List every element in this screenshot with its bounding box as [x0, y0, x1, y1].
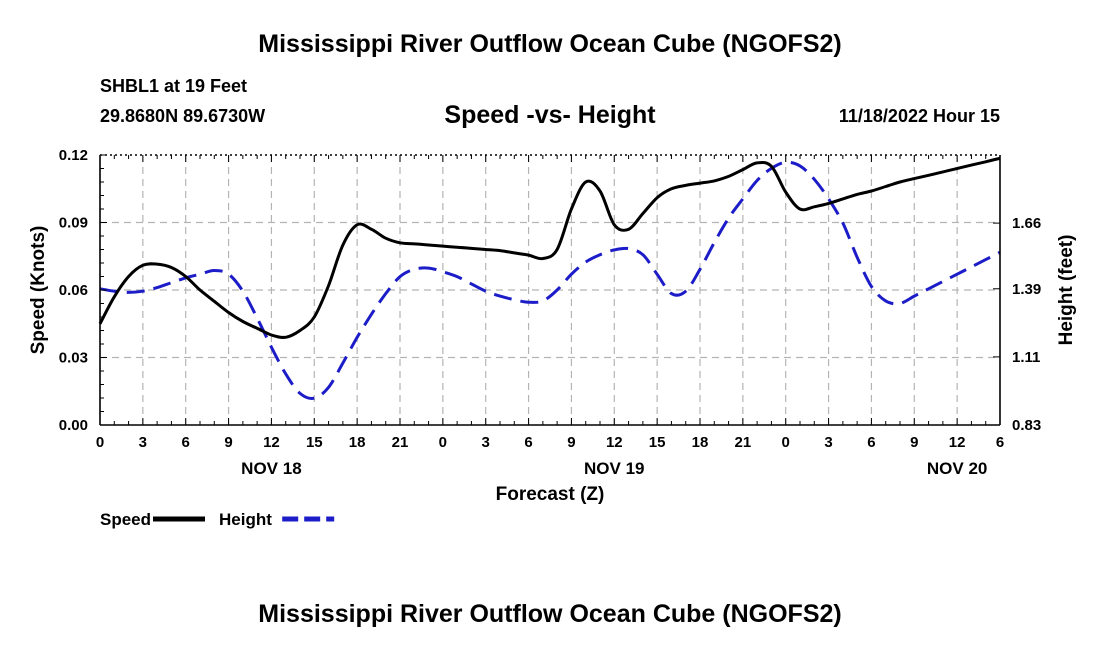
- x-tick-label: 9: [567, 434, 575, 451]
- x-tick-label: 0: [96, 434, 104, 451]
- x-tick-label: 6: [867, 434, 875, 451]
- x-tick-label: 18: [692, 434, 709, 451]
- legend: Speed Height: [100, 510, 335, 529]
- y-axis-label: Speed (Knots): [28, 226, 49, 355]
- y-tick-label: 0.03: [59, 350, 88, 367]
- x-tick-label: 6: [182, 434, 190, 451]
- y-tick-label: 0.06: [59, 282, 88, 299]
- speed-series-line: [98, 156, 1001, 339]
- x-tick-label: 21: [735, 434, 752, 451]
- x-tick-label: 3: [824, 434, 832, 451]
- x-tick-label: 9: [910, 434, 918, 451]
- x-tick-label: 12: [263, 434, 280, 451]
- x-tick-label: 3: [139, 434, 147, 451]
- x-tick-label: 12: [949, 434, 966, 451]
- day-label: NOV 19: [584, 459, 644, 478]
- x-tick-label: 15: [649, 434, 666, 451]
- x-tick-label: 6: [524, 434, 532, 451]
- y2-tick-label: 1.66: [1012, 215, 1041, 232]
- legend-label-height: Height: [219, 510, 272, 529]
- y2-axis-label: Height (feet): [1056, 235, 1077, 346]
- station-coordinates: 29.8680N 89.6730W: [100, 106, 266, 126]
- x-tick-label: 9: [224, 434, 232, 451]
- y-tick-label: 0.09: [59, 215, 88, 232]
- y-tick-label: 0.12: [59, 147, 88, 164]
- station-label: SHBL1 at 19 Feet: [100, 76, 248, 96]
- y-tick-label: 0.00: [59, 417, 88, 434]
- series: [98, 156, 1001, 400]
- x-tick-label: 3: [482, 434, 490, 451]
- grid: [100, 154, 1000, 425]
- day-label: NOV 20: [927, 459, 987, 478]
- x-tick-label: 21: [392, 434, 409, 451]
- forecast-datestamp: 11/18/2022 Hour 15: [838, 106, 1000, 126]
- height-series-line: [99, 160, 1001, 400]
- x-tick-label: 0: [439, 434, 447, 451]
- x-tick-label: 12: [606, 434, 623, 451]
- ticks: 0 3 6 9 12 15 18 21 0 3 6 9 12 15 18 21 0 3 6 9 12 6 NOV 18 NOV…: [59, 147, 1041, 478]
- legend-label-speed: Speed: [100, 510, 151, 529]
- y2-tick-label: 0.83: [1012, 417, 1041, 434]
- x-tick-label: 15: [306, 434, 323, 451]
- x-tick-label: 6: [996, 434, 1004, 451]
- chart-footer-title: Mississippi River Outflow Ocean Cube (NG…: [258, 600, 842, 628]
- x-tick-label: 18: [349, 434, 366, 451]
- x-axis-label: Forecast (Z): [496, 484, 605, 505]
- day-label: NOV 18: [241, 459, 301, 478]
- chart-main-title: Mississippi River Outflow Ocean Cube (NG…: [258, 30, 842, 58]
- y2-tick-label: 1.39: [1012, 281, 1041, 298]
- x-tick-label: 0: [782, 434, 790, 451]
- chart-subtitle: Speed -vs- Height: [444, 101, 656, 129]
- y2-tick-label: 1.11: [1012, 349, 1040, 366]
